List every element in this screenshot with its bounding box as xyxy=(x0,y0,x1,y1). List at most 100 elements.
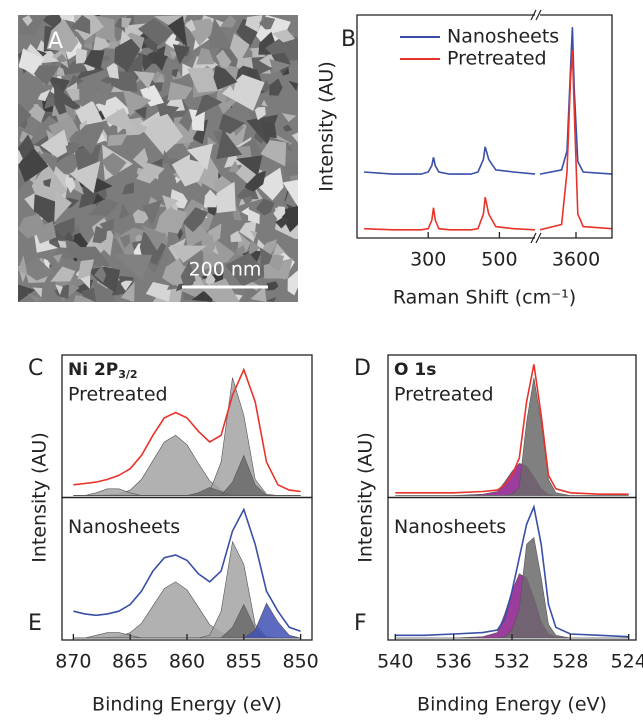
sem-flake xyxy=(107,133,128,147)
sem-flake xyxy=(260,140,287,167)
sem-flake xyxy=(50,266,76,282)
sem-flake xyxy=(133,71,155,90)
spectrum-line xyxy=(364,27,613,175)
sem-flake xyxy=(266,281,279,291)
x-tick-label: 300 xyxy=(410,249,446,271)
sem-flake xyxy=(73,295,96,302)
sem-flake xyxy=(114,254,153,281)
sem-flake xyxy=(101,107,138,134)
sem-flake xyxy=(65,89,80,101)
sem-flake xyxy=(207,207,218,216)
fit-component xyxy=(395,537,629,639)
annotation: Pretreated xyxy=(68,384,168,406)
sem-flake xyxy=(254,106,266,121)
sem-flake xyxy=(261,99,268,107)
sem-flake xyxy=(201,278,240,302)
sem-flake xyxy=(155,206,188,234)
fit-component xyxy=(395,463,629,496)
sem-flake xyxy=(27,103,46,123)
scale-bar-label: 200 nm xyxy=(189,259,262,281)
sem-flake xyxy=(213,130,225,147)
x-axis-label: Raman Shift (cm⁻¹) xyxy=(393,287,576,309)
panel-label: B xyxy=(341,27,356,52)
fit-component xyxy=(73,434,301,496)
sem-flake xyxy=(218,113,245,134)
sem-flake xyxy=(213,65,238,90)
sem-flake xyxy=(261,119,277,139)
sem-flake xyxy=(83,32,96,46)
sem-flake xyxy=(57,240,67,248)
sem-flake xyxy=(265,296,277,302)
sem-flake xyxy=(71,224,82,236)
sem-flake xyxy=(18,255,28,276)
sem-flake xyxy=(47,76,71,99)
x-tick-label: 855 xyxy=(226,651,262,673)
sem-flake xyxy=(187,67,223,93)
sem-flake xyxy=(18,48,45,74)
sem-flake xyxy=(53,253,63,264)
x-tick-label: 532 xyxy=(494,651,530,673)
spectrum-line xyxy=(73,367,301,493)
sem-flake xyxy=(242,195,253,205)
sem-flake xyxy=(37,89,51,102)
sem-flake xyxy=(59,15,69,22)
sem-flake xyxy=(73,120,108,155)
sem-flake xyxy=(134,106,147,119)
sem-flake xyxy=(246,67,257,78)
sem-flake xyxy=(239,221,257,242)
sem-flake xyxy=(140,224,167,251)
sem-flake xyxy=(112,231,122,240)
x-tick-label: 850 xyxy=(283,651,319,673)
title-subscript: 3/2 xyxy=(118,368,137,381)
x-tick-label: 870 xyxy=(55,651,91,673)
spectrum-line xyxy=(73,507,301,633)
x-axis-label: Binding Energy (eV) xyxy=(417,694,607,716)
sem-flake xyxy=(19,256,56,281)
sem-flake xyxy=(272,242,290,258)
sem-flake xyxy=(216,129,243,160)
y-axis-label: Intensity (AU) xyxy=(355,432,377,562)
sem-flake xyxy=(288,80,298,91)
sem-flake xyxy=(75,47,88,64)
sem-flake xyxy=(43,258,50,269)
sem-flake xyxy=(54,284,70,300)
sem-flake xyxy=(287,145,293,152)
panel-title: Ni 2P3/2 xyxy=(68,360,138,381)
sem-flake xyxy=(33,194,59,228)
sem-flake xyxy=(229,33,250,63)
sem-flake xyxy=(235,155,263,176)
sem-flake xyxy=(255,198,275,216)
sem-flake xyxy=(83,50,105,70)
sem-flake xyxy=(32,287,43,298)
axis-break xyxy=(530,232,542,244)
sem-flake xyxy=(106,62,119,79)
sem-flake xyxy=(225,252,269,287)
sem-flake xyxy=(92,225,108,244)
sem-flake xyxy=(193,273,206,289)
sem-flake xyxy=(132,209,153,224)
sem-flake xyxy=(87,198,120,216)
sem-flake xyxy=(203,189,219,213)
sem-flake xyxy=(240,206,249,216)
sem-flake xyxy=(53,83,81,115)
sem-flake xyxy=(245,15,263,33)
sem-flake xyxy=(27,292,44,302)
fit-component xyxy=(395,573,629,639)
sem-flake xyxy=(137,18,174,46)
sem-flake xyxy=(177,228,184,241)
fit-component xyxy=(73,602,301,639)
sem-flake xyxy=(210,245,219,255)
sem-flake xyxy=(287,270,298,296)
sem-flake xyxy=(56,53,68,63)
sem-flake xyxy=(274,207,281,212)
sem-flake xyxy=(167,81,193,101)
sem-flake xyxy=(281,113,297,122)
panel-label: F xyxy=(354,611,367,636)
sem-flake xyxy=(220,15,237,28)
sem-flake xyxy=(101,55,112,62)
sem-flake xyxy=(99,218,114,232)
sem-flake xyxy=(151,158,163,167)
sem-flake xyxy=(269,78,283,96)
sem-flake xyxy=(179,108,193,132)
panel-label: E xyxy=(28,611,42,636)
